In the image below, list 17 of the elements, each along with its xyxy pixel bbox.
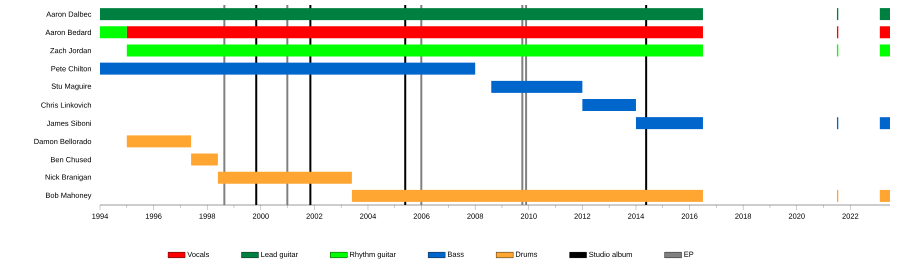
bar [880,26,890,38]
bar [636,117,703,130]
bar [582,99,636,111]
bar [491,80,582,93]
bar [100,62,476,75]
bar [191,154,218,166]
bar [126,26,703,38]
bar [126,135,192,148]
bar [100,26,127,38]
bar [880,117,890,130]
bar [880,8,890,20]
bar [100,8,703,20]
bar [352,190,703,202]
bar [126,44,703,56]
bar [218,172,352,184]
bar [880,44,890,56]
bar [880,190,890,202]
